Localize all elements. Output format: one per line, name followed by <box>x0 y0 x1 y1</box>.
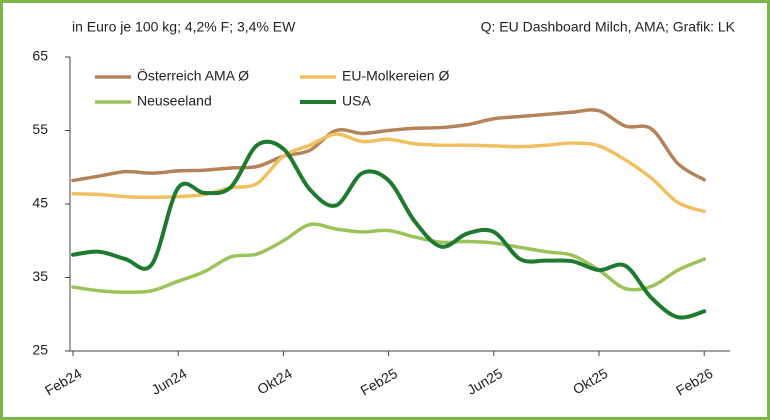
y-tick-label: 25 <box>32 342 48 358</box>
y-tick-label: 45 <box>32 195 48 211</box>
legend-label: Neuseeland <box>137 93 212 109</box>
series-line <box>71 132 706 214</box>
legend-label: EU-Molkereien Ø <box>342 68 449 84</box>
chart-subtitle: in Euro je 100 kg; 4,2% F; 3,4% EW <box>72 19 296 35</box>
series-line <box>71 139 707 320</box>
legend-label: USA <box>342 93 371 109</box>
series-line <box>71 108 706 183</box>
chart-source: Q: EU Dashboard Milch, AMA; Grafik: LK <box>481 19 736 35</box>
legend-label: Österreich AMA Ø <box>137 67 249 84</box>
y-tick-label: 35 <box>32 268 48 284</box>
y-tick-label: 65 <box>32 48 48 64</box>
y-tick-label: 55 <box>32 121 48 137</box>
